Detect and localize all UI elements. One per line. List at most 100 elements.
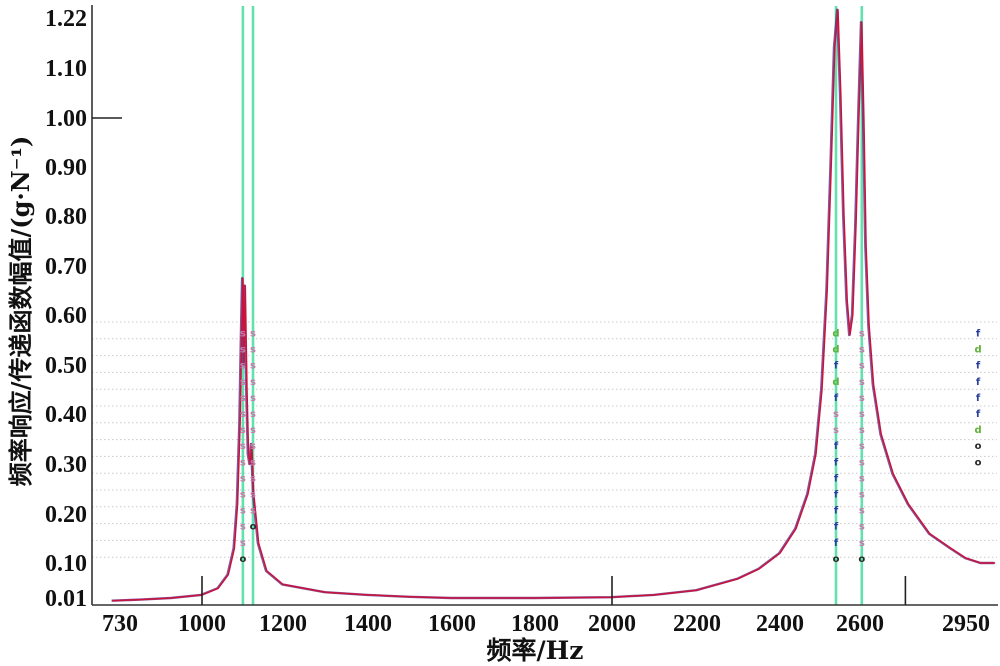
marker-glyph: s <box>859 538 865 549</box>
marker-glyph: s <box>240 441 246 452</box>
x-axis-label: 频率/Hz <box>487 636 584 665</box>
marker-glyph: s <box>250 506 256 517</box>
x-tick-label: 1200 <box>259 611 307 637</box>
x-tick-label: 2000 <box>588 611 636 637</box>
marker-glyph: d <box>832 377 839 388</box>
grid <box>92 321 997 558</box>
y-tick-label: 0.80 <box>45 204 87 230</box>
y-tick-label: 0.90 <box>45 155 87 181</box>
marker-glyph: s <box>859 409 865 420</box>
marker-glyph: s <box>833 425 839 436</box>
x-tick-label: 730 <box>102 611 138 637</box>
x-tick-label: 2200 <box>673 611 721 637</box>
marker-glyph: s <box>240 490 246 501</box>
marker-glyph: s <box>240 345 246 356</box>
x-tick-label: 1000 <box>178 611 226 637</box>
marker-glyph: d <box>975 345 982 356</box>
marker-glyph: o <box>833 554 840 565</box>
marker-glyph: s <box>250 345 256 356</box>
marker-glyph: f <box>834 522 839 533</box>
y-tick-label: 0.01 <box>45 586 87 612</box>
y-tick-label: 1.00 <box>45 106 87 132</box>
marker-glyph: d <box>975 425 982 436</box>
y-tick-label: 1.22 <box>45 6 87 32</box>
marker-glyph: s <box>859 490 865 501</box>
marker-glyph: f <box>976 361 981 372</box>
marker-glyph: s <box>859 329 865 340</box>
marker-glyph: s <box>240 538 246 549</box>
marker-glyph: s <box>250 409 256 420</box>
marker-glyph: f <box>976 393 981 404</box>
y-tick-label: 0.20 <box>45 502 87 528</box>
x-tick-label: 2600 <box>836 611 884 637</box>
marker-glyph: s <box>240 329 246 340</box>
marker-glyph: s <box>859 425 865 436</box>
marker-glyph: s <box>240 361 246 372</box>
marker-glyph: o <box>975 457 982 468</box>
marker-glyph: s <box>859 393 865 404</box>
marker-glyph: s <box>250 473 256 484</box>
tick-labels: 730 1000 1200 1400 1600 1800 2000 2200 2400 2600 2… <box>45 6 990 637</box>
marker-glyph: s <box>859 506 865 517</box>
marker-glyph: s <box>240 393 246 404</box>
series-group <box>111 8 996 602</box>
marker-glyph: f <box>976 329 981 340</box>
marker-glyph: f <box>834 361 839 372</box>
x-tick-label: 2400 <box>756 611 804 637</box>
marker-glyph: f <box>834 457 839 468</box>
marker-glyph: f <box>834 393 839 404</box>
series-line <box>112 8 996 602</box>
marker-glyph: f <box>834 473 839 484</box>
y-tick-label: 0.50 <box>45 353 87 379</box>
marker-glyph: s <box>250 441 256 452</box>
marker-glyph: o <box>239 554 246 565</box>
marker-glyph: s <box>240 377 246 388</box>
marker-glyph: s <box>859 522 865 533</box>
marker-glyph: s <box>240 409 246 420</box>
x-tick-label: 1800 <box>511 611 559 637</box>
marker-glyph: s <box>859 345 865 356</box>
y-tick-label: 0.10 <box>45 551 87 577</box>
y-tick-label: 0.60 <box>45 303 87 329</box>
x-tick-label: 1400 <box>344 611 392 637</box>
y-tick-label: 0.30 <box>45 452 87 478</box>
y-tick-label: 0.40 <box>45 402 87 428</box>
cursor-lines <box>241 6 864 605</box>
marker-glyph: f <box>976 377 981 388</box>
marker-glyph: s <box>859 377 865 388</box>
marker-glyph: f <box>976 409 981 420</box>
marker-glyph: s <box>833 409 839 420</box>
marker-glyph: s <box>250 393 256 404</box>
marker-glyph: s <box>250 490 256 501</box>
marker-glyph: s <box>250 329 256 340</box>
marker-glyph: s <box>250 377 256 388</box>
x-tick-label: 2950 <box>942 611 990 637</box>
major-ticks <box>92 117 907 605</box>
marker-glyph: f <box>834 490 839 501</box>
marker-glyph: o <box>250 522 257 533</box>
marker-glyph: s <box>859 361 865 372</box>
marker-glyph: s <box>250 425 256 436</box>
marker-glyph: s <box>859 473 865 484</box>
marker-glyph: s <box>859 441 865 452</box>
marker-glyph: f <box>834 441 839 452</box>
marker-glyph: s <box>240 506 246 517</box>
marker-columns: ssssssssssssssossssssssssssoddfdfssfffff… <box>239 329 981 565</box>
marker-glyph: o <box>975 441 982 452</box>
marker-glyph: s <box>859 457 865 468</box>
marker-glyph: o <box>858 554 865 565</box>
marker-glyph: s <box>250 457 256 468</box>
marker-glyph: f <box>834 538 839 549</box>
marker-glyph: s <box>240 457 246 468</box>
y-tick-label: 1.10 <box>45 56 87 82</box>
marker-glyph: d <box>832 345 839 356</box>
marker-glyph: s <box>250 361 256 372</box>
y-axis-label: 频率响应/传递函数幅值/(g·N⁻¹) <box>6 136 35 487</box>
marker-glyph: s <box>240 425 246 436</box>
marker-glyph: s <box>240 473 246 484</box>
marker-glyph: f <box>834 506 839 517</box>
y-tick-label: 0.70 <box>45 254 87 280</box>
x-tick-label: 1600 <box>428 611 476 637</box>
marker-glyph: d <box>832 329 839 340</box>
